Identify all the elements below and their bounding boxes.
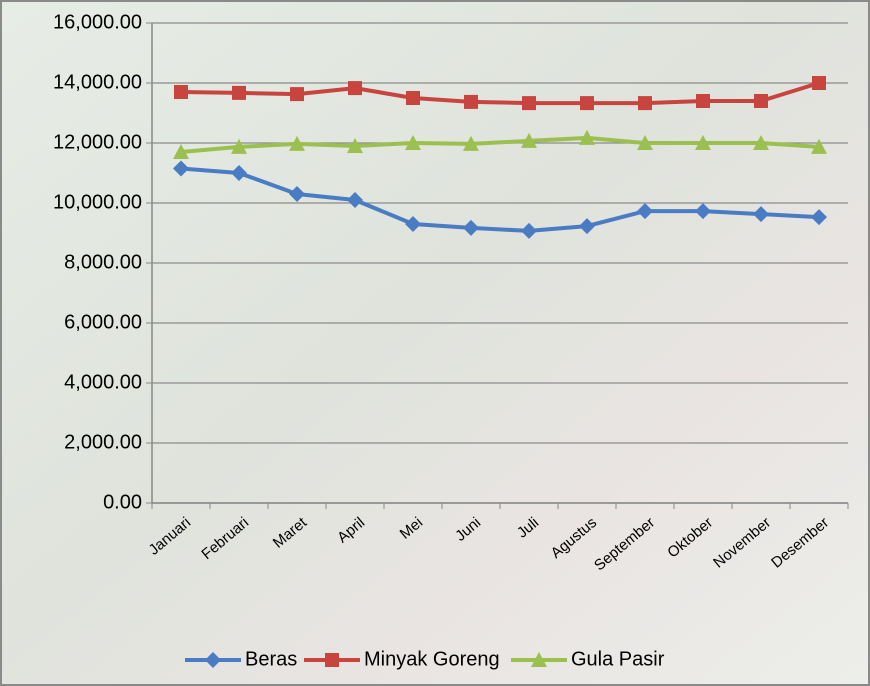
marker bbox=[463, 219, 479, 236]
marker bbox=[811, 209, 827, 226]
marker bbox=[232, 85, 246, 100]
marker bbox=[638, 96, 652, 111]
marker bbox=[522, 96, 536, 111]
legend-label: Beras bbox=[245, 648, 297, 670]
marker bbox=[579, 129, 595, 145]
y-tick-label: 14,000.00 bbox=[53, 71, 142, 93]
marker bbox=[812, 76, 826, 90]
marker bbox=[289, 186, 305, 202]
series-line bbox=[180, 81, 820, 106]
marker bbox=[289, 135, 305, 151]
marker bbox=[231, 138, 247, 154]
legend-label: Minyak Goreng bbox=[364, 648, 500, 670]
marker bbox=[405, 135, 421, 150]
y-tick-label: 2,000.00 bbox=[64, 431, 142, 453]
marker bbox=[521, 222, 537, 239]
marker bbox=[696, 94, 710, 108]
marker bbox=[325, 653, 339, 667]
series-line bbox=[180, 135, 820, 154]
legend-label: Gula Pasir bbox=[571, 648, 665, 670]
marker bbox=[464, 94, 478, 109]
marker bbox=[205, 652, 221, 668]
y-tick-label: 6,000.00 bbox=[64, 311, 142, 333]
marker bbox=[580, 96, 594, 111]
marker bbox=[521, 132, 537, 148]
marker bbox=[811, 138, 827, 154]
marker bbox=[173, 160, 189, 177]
marker bbox=[579, 218, 595, 235]
y-tick-label: 10,000.00 bbox=[53, 191, 142, 213]
marker bbox=[637, 203, 653, 220]
legend-item: Beras bbox=[185, 648, 297, 670]
y-tick-label: 8,000.00 bbox=[64, 251, 142, 273]
marker bbox=[695, 135, 711, 150]
marker bbox=[231, 165, 247, 181]
legend-item: Gula Pasir bbox=[511, 648, 665, 670]
marker bbox=[347, 138, 363, 153]
marker bbox=[290, 87, 304, 102]
marker bbox=[637, 135, 653, 150]
marker bbox=[531, 652, 547, 667]
marker bbox=[463, 135, 479, 151]
legend-item: Minyak Goreng bbox=[304, 648, 500, 670]
marker bbox=[405, 216, 421, 232]
y-tick-label: 12,000.00 bbox=[53, 131, 142, 153]
marker bbox=[754, 94, 768, 108]
marker bbox=[753, 135, 769, 150]
y-tick-label: 16,000.00 bbox=[53, 11, 142, 33]
y-tick-label: 0.00 bbox=[103, 491, 142, 513]
y-tick-label: 4,000.00 bbox=[64, 371, 142, 393]
marker bbox=[174, 85, 188, 99]
marker bbox=[347, 192, 363, 208]
marker bbox=[173, 144, 189, 159]
marker bbox=[348, 81, 362, 96]
series-line bbox=[180, 166, 820, 233]
marker bbox=[406, 91, 420, 105]
marker bbox=[753, 206, 769, 223]
marker bbox=[695, 203, 711, 220]
